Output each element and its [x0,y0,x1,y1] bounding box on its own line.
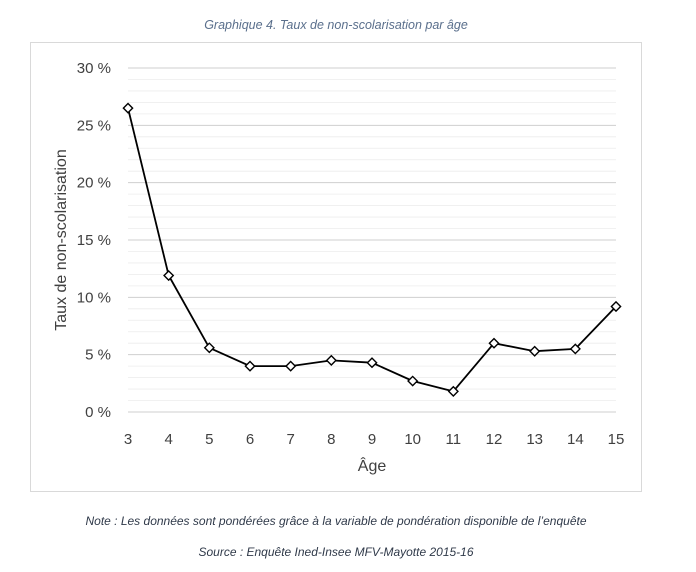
data-point-marker [488,337,500,349]
y-tick-label: 0 % [85,404,111,421]
chart-note: Note : Les données sont pondérées grâce … [85,514,587,528]
data-point-marker [285,360,297,372]
y-tick-label: 10 % [77,289,111,306]
x-tick-label: 7 [286,431,294,448]
chart-source: Source : Enquête Ined-Insee MFV-Mayotte … [198,545,474,559]
grid-lines [128,67,616,413]
y-tick-label: 15 % [77,232,111,249]
y-tick-label: 5 % [85,347,111,364]
x-tick-label: 3 [124,431,132,448]
data-point-marker [122,102,134,114]
x-tick-label: 9 [368,431,376,448]
x-tick-label: 8 [327,431,335,448]
x-tick-label: 6 [246,431,254,448]
x-tick-label: 11 [446,431,462,448]
x-tick-label: 12 [486,431,503,448]
chart-frame [30,42,642,492]
data-point-marker [163,269,175,282]
data-point-marker [407,375,419,387]
data-point-marker [366,357,378,369]
x-tick-label: 14 [567,431,584,448]
data-point-marker [447,385,459,397]
x-tick-label: 13 [526,431,543,448]
data-point-marker [325,354,337,366]
x-tick-label: 4 [164,431,172,448]
data-point-marker [203,342,215,354]
data-markers [122,102,622,397]
series-line [127,107,617,393]
data-point-marker [529,345,541,357]
y-tick-label: 20 % [77,175,111,192]
x-axis-title: Âge [358,456,387,475]
x-tick-labels: 3 4 5 6 7 8 9 10 11 12 13 14 15 [124,431,625,448]
y-tick-label: 30 % [77,60,111,77]
chart-caption-title: Graphique 4. Taux de non-scolarisation p… [204,18,468,32]
y-axis-title: Taux de non-scolarisation [53,149,70,330]
x-tick-label: 15 [608,431,625,448]
x-tick-label: 5 [205,431,213,448]
y-tick-label: 25 % [77,117,111,134]
x-tick-label: 10 [404,431,421,448]
data-point-marker [569,343,581,355]
data-point-marker [610,300,622,313]
y-tick-labels: 0 % 5 % 10 % 15 % 20 % 25 % 30 % [77,60,111,421]
data-point-marker [244,360,256,372]
